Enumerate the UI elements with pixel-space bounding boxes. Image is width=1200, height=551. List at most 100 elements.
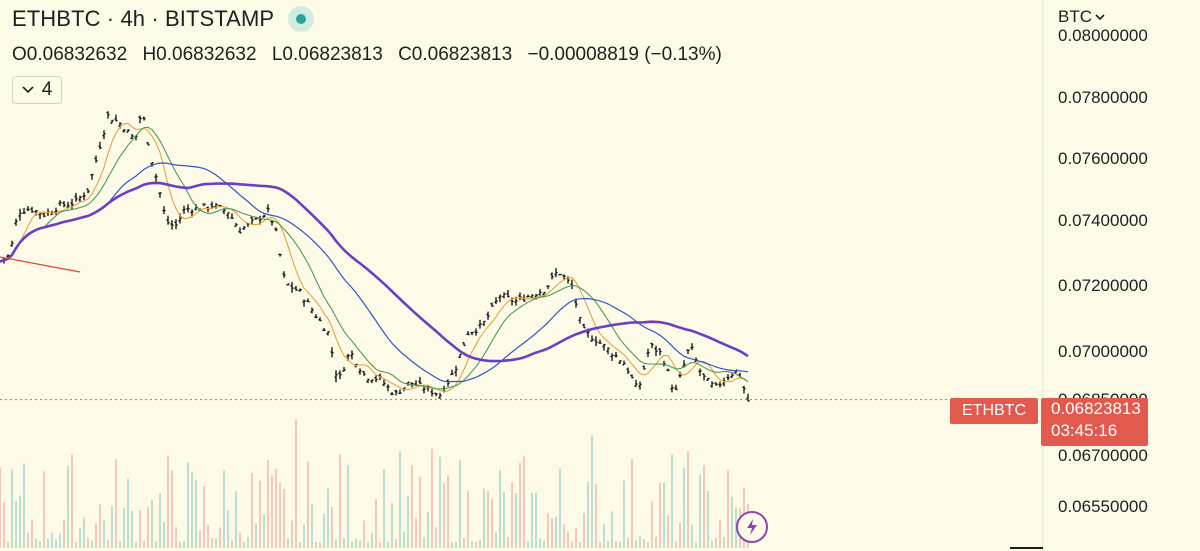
ohlc-bar	[614, 351, 618, 358]
volume-bar	[547, 513, 549, 548]
volume-bar	[35, 538, 37, 548]
volume-bar	[731, 496, 733, 548]
volume-bar	[363, 520, 365, 548]
volume-bar	[639, 535, 641, 548]
ohlc-bar	[298, 288, 302, 292]
ohlc-bar	[654, 345, 658, 356]
moving-average-line	[0, 126, 749, 390]
trend-drawing-line[interactable]	[0, 256, 81, 273]
volume-bar	[71, 454, 73, 548]
volume-bar	[443, 483, 445, 548]
currency-unit-label: BTC	[1058, 7, 1092, 26]
currency-unit-selector[interactable]: BTC	[1058, 7, 1105, 27]
volume-bar	[163, 522, 165, 548]
ohlc-bar	[306, 298, 310, 303]
volume-bar	[715, 537, 717, 548]
ohlc-bar	[38, 213, 42, 220]
volume-bar	[571, 541, 573, 548]
volume-bar	[719, 520, 721, 548]
ohlc-bar	[238, 227, 242, 234]
ohlc-bar	[506, 289, 510, 298]
volume-bar	[623, 480, 625, 548]
ohlc-bar	[186, 204, 190, 213]
ohlc-bar	[142, 116, 146, 121]
ohlc-bar	[254, 217, 258, 220]
volume-bar	[583, 513, 585, 548]
high-value: H0.06832632	[142, 44, 257, 65]
volume-bar	[231, 540, 233, 548]
volume-bar	[311, 504, 313, 548]
volume-bar	[711, 540, 713, 548]
moving-average-lines	[0, 122, 749, 393]
volume-bar	[239, 532, 241, 548]
volume-bar	[595, 483, 597, 548]
volume-bar	[463, 537, 465, 548]
ohlc-bars	[0, 111, 750, 402]
ohlc-bar	[610, 353, 614, 361]
ohlc-bar	[146, 142, 150, 146]
volume-bar	[107, 539, 109, 548]
ohlc-bar	[362, 370, 366, 376]
volume-bar	[263, 514, 265, 548]
volume-bar	[339, 454, 341, 548]
volume-bar	[495, 532, 497, 548]
volume-bar	[655, 536, 657, 548]
ohlc-bar	[466, 331, 470, 336]
volume-bar	[663, 482, 665, 548]
volume-bar	[459, 459, 461, 548]
ohlc-bar	[670, 384, 674, 393]
ohlc-bar	[658, 348, 662, 356]
volume-bar	[187, 462, 189, 548]
volume-bar	[0, 467, 1, 548]
volume-bar	[111, 505, 113, 548]
volume-bar	[423, 537, 425, 548]
ohlc-bar	[602, 343, 606, 351]
volume-bar	[523, 455, 525, 548]
indicators-toggle-button[interactable]: 4	[12, 76, 62, 104]
ohlc-bar	[226, 212, 230, 220]
volume-bar	[75, 541, 77, 548]
volume-bar	[667, 515, 669, 548]
ohlc-bar	[418, 376, 422, 385]
volume-bar	[39, 541, 41, 548]
ohlc-bar	[594, 336, 598, 347]
volume-bar	[347, 465, 349, 548]
volume-bar	[99, 504, 101, 548]
ohlc-bar	[54, 207, 58, 215]
volume-bar	[115, 459, 117, 548]
volume-bar	[631, 458, 633, 548]
ohlc-bar	[458, 353, 462, 359]
price-axis-label: 0.07200000	[1058, 276, 1148, 295]
ohlc-bar	[718, 381, 722, 388]
ohlc-bar	[326, 331, 330, 336]
low-value: L0.06823813	[271, 44, 383, 65]
change-value: −0.00008819 (−0.13%)	[527, 44, 722, 65]
volume-bar	[223, 470, 225, 548]
ohlc-bar	[582, 323, 586, 329]
price-axis-label: 0.06700000	[1058, 446, 1148, 465]
ohlc-bar	[502, 292, 506, 299]
ohlc-bar	[746, 393, 750, 402]
volume-bar	[379, 541, 381, 548]
volume-bar	[687, 450, 689, 548]
ohlc-bar	[390, 392, 394, 396]
volume-bar	[31, 519, 33, 548]
symbol-title[interactable]: ETHBTC · 4h · BITSTAMP	[12, 6, 275, 31]
ohlc-bar	[394, 389, 398, 396]
volume-bar	[303, 524, 305, 548]
ohlc-bar	[698, 368, 702, 377]
volume-bar	[203, 485, 205, 548]
volume-bar	[519, 462, 521, 548]
price-axis-label: 0.07400000	[1058, 211, 1148, 230]
ohlc-bar	[82, 192, 86, 201]
ohlc-bar	[626, 367, 630, 374]
market-status-icon[interactable]	[288, 6, 315, 32]
lightning-bolt-button[interactable]	[736, 511, 768, 543]
volume-bar	[387, 541, 389, 548]
ohlc-bar	[182, 205, 186, 214]
ohlc-bar	[170, 220, 174, 230]
ohlc-bar	[650, 342, 654, 349]
ohlc-bar	[14, 218, 18, 226]
ohlc-bar	[494, 297, 498, 304]
